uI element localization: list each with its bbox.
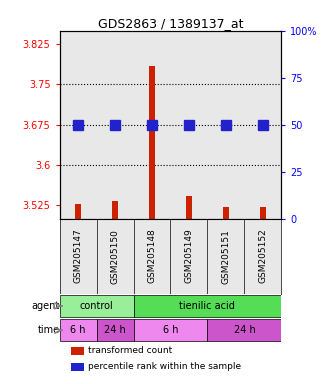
Bar [112,201,118,218]
Bar [71,347,84,355]
Text: GSM205149: GSM205149 [184,229,193,283]
Text: 6 h: 6 h [163,325,178,335]
Text: GSM205152: GSM205152 [259,229,267,283]
Text: GSM205147: GSM205147 [73,229,82,283]
Text: 6 h: 6 h [70,325,86,335]
Text: 24 h: 24 h [104,325,126,335]
Title: GDS2863 / 1389137_at: GDS2863 / 1389137_at [98,17,243,30]
Bar [75,204,81,218]
Text: control: control [80,301,114,311]
Bar [149,66,155,218]
Bar [260,207,266,218]
Text: GSM205151: GSM205151 [221,229,230,283]
FancyBboxPatch shape [60,295,133,317]
Text: transformed count: transformed count [88,346,173,356]
Text: tienilic acid: tienilic acid [179,301,235,311]
Text: GSM205148: GSM205148 [148,229,157,283]
Bar [186,196,192,218]
FancyBboxPatch shape [133,295,281,317]
Text: 24 h: 24 h [233,325,255,335]
Bar [71,363,84,371]
Text: GSM205150: GSM205150 [111,229,119,283]
FancyBboxPatch shape [60,319,97,341]
Text: agent: agent [31,301,60,311]
FancyBboxPatch shape [97,319,133,341]
Text: time: time [37,325,60,335]
FancyBboxPatch shape [208,319,281,341]
Text: percentile rank within the sample: percentile rank within the sample [88,362,242,371]
Bar [222,207,229,218]
FancyBboxPatch shape [133,319,208,341]
